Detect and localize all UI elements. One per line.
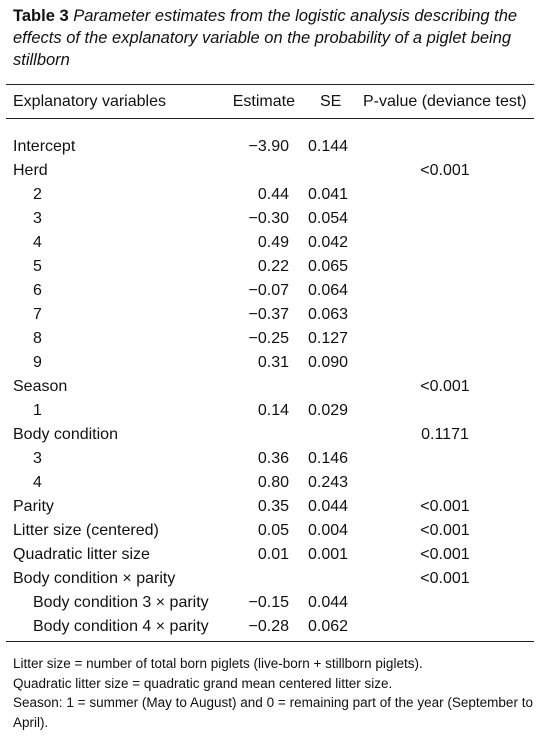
- se-cell: 0.065: [308, 258, 349, 275]
- estimate-cell: 0.36: [257, 450, 289, 467]
- header-rule: [6, 118, 534, 119]
- row-label: 2: [33, 186, 42, 203]
- estimate-cell: 0.35: [257, 498, 289, 515]
- row-label: Parity: [13, 498, 54, 515]
- estimate-cell: 0.44: [257, 186, 289, 203]
- p-value-cell: <0.001: [420, 522, 470, 539]
- row-label: Body condition 3 × parity: [33, 594, 209, 611]
- column-header: P-value (deviance test): [363, 93, 527, 110]
- estimate-cell: 0.05: [257, 522, 289, 539]
- se-cell: 0.042: [308, 234, 349, 251]
- caption-label: Table 3: [13, 7, 69, 25]
- se-cell: 0.029: [308, 402, 349, 419]
- row-label: 9: [33, 354, 42, 371]
- se-cell: 0.041: [308, 186, 349, 203]
- p-value-cell: <0.001: [420, 498, 470, 515]
- row-label: Body condition: [13, 426, 118, 443]
- se-cell: 0.090: [308, 354, 349, 371]
- row-label: 6: [33, 282, 42, 299]
- row-label: 3: [33, 450, 42, 467]
- se-cell: 0.064: [308, 282, 349, 299]
- footnotes: Litter size = number of total born pigle…: [13, 654, 533, 732]
- se-cell: 0.127: [308, 330, 349, 347]
- p-value-cell: <0.001: [420, 162, 470, 179]
- row-label: Herd: [13, 162, 48, 179]
- p-value-cell: <0.001: [420, 378, 470, 395]
- estimate-cell: 0.31: [257, 354, 289, 371]
- row-label: 4: [33, 474, 42, 491]
- se-cell: 0.146: [308, 450, 349, 467]
- estimate-cell: 0.14: [257, 402, 289, 419]
- se-cell: 0.054: [308, 210, 349, 227]
- se-cell: 0.004: [308, 522, 349, 539]
- p-value-cell: <0.001: [420, 546, 470, 563]
- row-label: 3: [33, 210, 42, 227]
- estimate-cell: −0.28: [248, 618, 289, 635]
- estimate-cell: 0.80: [257, 474, 289, 491]
- se-cell: 0.001: [308, 546, 349, 563]
- row-label: Body condition 4 × parity: [33, 618, 209, 635]
- estimate-cell: 0.22: [257, 258, 289, 275]
- top-rule: [6, 84, 534, 85]
- estimate-cell: −3.90: [248, 138, 289, 155]
- se-cell: 0.062: [308, 618, 349, 635]
- row-label: 8: [33, 330, 42, 347]
- p-value-cell: <0.001: [420, 570, 470, 587]
- row-label: Quadratic litter size: [13, 546, 150, 563]
- estimate-cell: −0.15: [248, 594, 289, 611]
- se-cell: 0.243: [308, 474, 349, 491]
- table-caption: Table 3 Parameter estimates from the log…: [13, 5, 535, 71]
- bottom-rule: [6, 641, 534, 642]
- estimate-cell: −0.25: [248, 330, 289, 347]
- estimate-cell: −0.30: [248, 210, 289, 227]
- row-label: Season: [13, 378, 68, 395]
- row-label: 1: [33, 402, 42, 419]
- se-cell: 0.063: [308, 306, 349, 323]
- estimate-cell: 0.01: [257, 546, 289, 563]
- estimate-cell: −0.07: [248, 282, 289, 299]
- column-header: SE: [320, 93, 342, 110]
- column-header: Estimate: [232, 93, 295, 110]
- se-cell: 0.044: [308, 594, 349, 611]
- footnote: Season: 1 = summer (May to August) and 0…: [13, 695, 533, 730]
- row-label: Intercept: [13, 138, 76, 155]
- estimate-cell: 0.49: [257, 234, 289, 251]
- row-label: 4: [33, 234, 42, 251]
- se-cell: 0.044: [308, 498, 349, 515]
- row-label: Body condition × parity: [13, 570, 176, 587]
- p-value-cell: 0.1171: [421, 426, 469, 443]
- row-label: Litter size (centered): [13, 522, 159, 539]
- footnote: Quadratic litter size = quadratic grand …: [13, 675, 393, 691]
- column-header: Explanatory variables: [13, 93, 166, 110]
- row-label: 5: [33, 258, 42, 275]
- caption-text: Parameter estimates from the logistic an…: [13, 7, 518, 69]
- row-label: 7: [33, 306, 42, 323]
- footnote: Litter size = number of total born pigle…: [13, 656, 423, 671]
- estimate-cell: −0.37: [248, 306, 289, 323]
- se-cell: 0.144: [308, 138, 349, 155]
